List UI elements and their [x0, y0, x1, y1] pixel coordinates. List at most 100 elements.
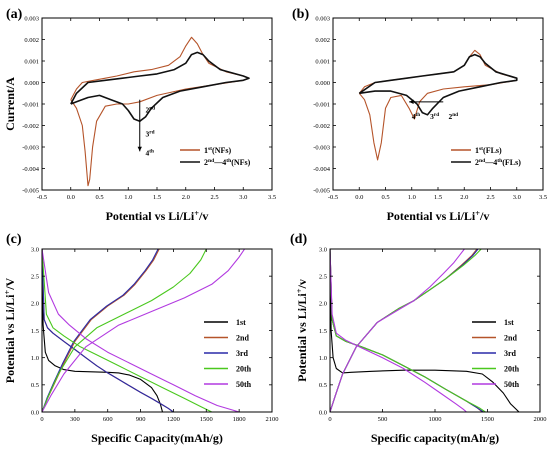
legend-part: (FLs): [483, 146, 502, 155]
y-axis-title: Potential vs Li/Li+/v: [295, 279, 310, 382]
y-tick-label: 0.0: [31, 409, 39, 416]
series-line: [330, 249, 479, 412]
y-tick-label: 2.5: [31, 273, 39, 280]
series-line: [42, 249, 213, 412]
legend-entry: 20th: [504, 365, 520, 374]
annotation-base: 4: [412, 112, 416, 121]
x-tick-label: 0.5: [95, 194, 103, 201]
series-line: [330, 249, 465, 412]
annotation-base: 2: [146, 106, 150, 115]
y-tick-label: -0.005: [22, 187, 39, 194]
label-part: Potential vs Li/Li: [295, 293, 309, 382]
x-tick-label: 3.5: [268, 194, 276, 201]
chart-panel-3: 0 300 600 900 1200 1500 1800 2100 0.0 0.5 1.0 1.5 2.…: [3, 232, 279, 445]
series-line: [330, 249, 520, 412]
y-tick-label: -0.003: [22, 144, 39, 151]
annotation-superscript: nd: [149, 106, 155, 112]
panel-label: (a): [6, 7, 23, 22]
series-line: [330, 249, 484, 412]
label-part: /v: [479, 209, 489, 223]
legend-superscript: th: [226, 158, 232, 164]
x-tick-label: 1000: [429, 416, 442, 423]
legend-entry: 3rd: [504, 349, 517, 358]
legend-part: 1: [204, 146, 208, 155]
series-line: [42, 249, 160, 412]
series-line: [42, 249, 174, 412]
x-tick-label: 1500: [200, 416, 213, 423]
x-tick-label: -0.5: [37, 194, 47, 201]
legend-entry: 2nd: [236, 334, 249, 343]
series-line: [70, 51, 250, 122]
legend-entry: 2nd—4th(NFs): [204, 158, 251, 167]
cycle-annotation: 4th: [412, 112, 420, 121]
legend-superscript: st: [208, 146, 212, 152]
y-tick-label: 0.000: [24, 80, 39, 87]
annotation-base: 2: [449, 112, 453, 121]
x-tick-label: 2.5: [210, 194, 218, 201]
y-tick-label: 3.0: [319, 246, 327, 253]
x-tick-label: 2.5: [486, 194, 494, 201]
x-tick-label: 0: [328, 416, 331, 423]
legend-part: (NFs): [212, 146, 231, 155]
y-tick-label: 1.5: [31, 328, 39, 335]
x-tick-label: 2.0: [460, 194, 468, 201]
legend-entry: 3rd: [236, 349, 249, 358]
series-line: [330, 249, 482, 412]
panel-label: (c): [6, 232, 22, 247]
chart-panel-1: -0.5 0.0 0.5 1.0 1.5 2.0 2.5 3.0 3.5 -0.005 -0.004…: [3, 7, 276, 223]
legend-entry: 1st(NFs): [204, 146, 231, 155]
legend-superscript: nd: [479, 158, 486, 164]
y-tick-label: 0.002: [315, 37, 330, 44]
panel-label: (b): [292, 7, 309, 22]
x-tick-label: 1.5: [153, 194, 161, 201]
x-tick-label: 1800: [233, 416, 246, 423]
label-part: Potential vs Li/Li: [106, 209, 195, 223]
label-superscript: +: [194, 209, 199, 218]
x-tick-label: 2.0: [182, 194, 190, 201]
annotation-superscript: th: [416, 112, 421, 118]
annotation-superscript: rd: [434, 112, 439, 118]
x-axis-title: Specific Capacity(mAh/g): [91, 431, 223, 445]
series-line: [42, 249, 240, 412]
x-tick-label: 1.0: [408, 194, 416, 201]
label-part: /v: [295, 279, 309, 289]
x-tick-label: 1500: [481, 416, 494, 423]
legend-part: 2: [204, 158, 208, 167]
y-axis-title: Current/A: [3, 77, 17, 131]
y-tick-label: 0.003: [24, 15, 39, 22]
legend-part: 2: [475, 158, 479, 167]
annotation-superscript: nd: [452, 112, 458, 118]
label-part: /V: [3, 277, 17, 290]
series-line: [330, 249, 467, 412]
label-part: Potential vs Li/Li: [387, 209, 476, 223]
series-line: [42, 249, 159, 412]
y-tick-label: 0.0: [319, 409, 327, 416]
x-tick-label: 1.5: [434, 194, 442, 201]
y-tick-label: 0.001: [24, 58, 39, 65]
x-tick-label: 0.5: [381, 194, 389, 201]
x-tick-label: 900: [136, 416, 146, 423]
label-superscript: +: [3, 290, 12, 295]
y-tick-label: 0.003: [315, 15, 330, 22]
y-tick-label: 1.5: [319, 328, 327, 335]
chart-panel-2: -0.5 0.0 0.5 1.0 1.5 2.0 2.5 3.0 3.5 -0.005 -0.004…: [292, 7, 547, 223]
x-axis-title: Specific capacity(mAh/g): [371, 431, 499, 445]
x-axis-title: Potential vs Li/Li+/v: [387, 209, 490, 224]
legend-part: —4: [484, 158, 497, 167]
y-tick-label: 0.002: [24, 37, 39, 44]
arrow-head: [409, 99, 414, 105]
chart-panel-4: 0 500 1000 1500 2000 0.0 0.5 1.0 1.5 2.0 2.5 3.0 (d)…: [290, 232, 547, 445]
y-tick-label: -0.002: [313, 123, 330, 130]
legend-superscript: st: [479, 146, 483, 152]
label-superscript: +: [475, 209, 480, 218]
cycle-annotation: 2nd: [449, 112, 459, 121]
panel-label: (d): [290, 232, 307, 247]
series-line: [42, 249, 174, 412]
series-line: [330, 249, 478, 412]
legend-entry: 1st: [504, 318, 514, 327]
label-part: /v: [198, 209, 208, 223]
y-tick-label: 3.0: [31, 246, 39, 253]
legend-superscript: nd: [208, 158, 215, 164]
